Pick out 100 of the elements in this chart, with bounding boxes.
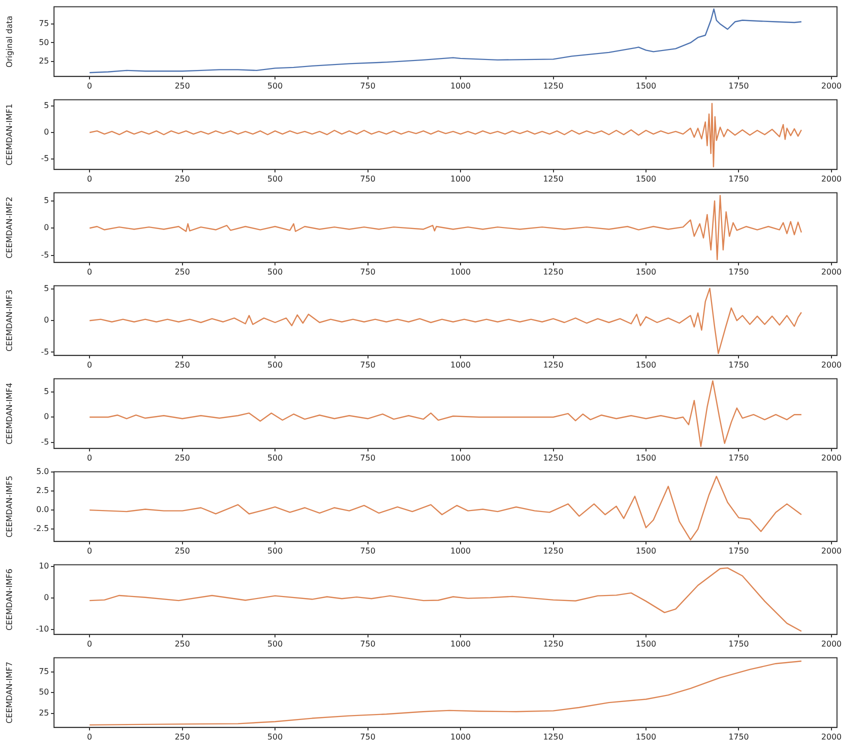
y-tick-label: 0 bbox=[44, 412, 49, 422]
x-tick-label: 1250 bbox=[543, 639, 564, 648]
x-tick-label: 1250 bbox=[543, 453, 564, 462]
x-tick-label: 1500 bbox=[636, 81, 656, 90]
x-tick-label: 1500 bbox=[636, 174, 656, 184]
y-tick-label: 75 bbox=[38, 19, 49, 28]
y-tick-label: -2.5 bbox=[33, 524, 49, 534]
y-tick-label: 5 bbox=[44, 101, 49, 110]
x-tick-label: 1750 bbox=[728, 732, 749, 742]
y-tick-label: 0 bbox=[44, 593, 49, 602]
x-tick-label: 500 bbox=[267, 546, 283, 556]
x-tick-label: 1500 bbox=[636, 639, 656, 648]
x-tick-label: 2000 bbox=[821, 81, 842, 90]
y-axis-title: CEEMDAN-IMF3 bbox=[4, 290, 14, 352]
y-axis-title: CEEMDAN-IMF4 bbox=[4, 382, 14, 445]
x-tick-label: 1500 bbox=[636, 453, 656, 462]
y-tick-label: 75 bbox=[38, 666, 49, 676]
x-tick-label: 1000 bbox=[450, 453, 471, 462]
x-tick-label: 2000 bbox=[821, 267, 842, 276]
x-tick-label: 1500 bbox=[636, 546, 656, 556]
x-tick-label: 750 bbox=[360, 360, 376, 370]
x-tick-label: 2000 bbox=[821, 546, 842, 556]
x-tick-label: 2000 bbox=[821, 174, 842, 184]
x-tick-label: 1000 bbox=[450, 267, 471, 276]
x-tick-label: 1250 bbox=[543, 267, 564, 276]
y-axis-title: Original data bbox=[4, 16, 14, 68]
y-tick-label: 5 bbox=[44, 196, 49, 206]
y-tick-label: -5 bbox=[41, 154, 49, 163]
x-tick-label: 250 bbox=[174, 174, 190, 184]
x-tick-label: 1500 bbox=[636, 267, 656, 276]
x-tick-label: 2000 bbox=[821, 453, 842, 462]
x-tick-label: 1000 bbox=[450, 639, 471, 648]
x-tick-label: 1500 bbox=[636, 732, 656, 742]
x-tick-label: 500 bbox=[267, 81, 283, 90]
y-tick-label: 50 bbox=[38, 688, 49, 697]
x-tick-label: 0 bbox=[87, 174, 92, 184]
x-tick-label: 1000 bbox=[450, 81, 471, 90]
y-tick-label: 5 bbox=[44, 386, 49, 396]
x-tick-label: 0 bbox=[87, 732, 92, 742]
y-tick-label: -5 bbox=[41, 347, 49, 356]
y-tick-label: 5 bbox=[44, 284, 49, 294]
x-tick-label: 1500 bbox=[636, 360, 656, 370]
x-tick-label: 1250 bbox=[543, 546, 564, 556]
y-tick-label: -5 bbox=[41, 437, 49, 446]
x-tick-label: 1000 bbox=[450, 174, 471, 184]
x-tick-label: 2000 bbox=[821, 360, 842, 370]
x-tick-label: 1250 bbox=[543, 360, 564, 370]
x-tick-label: 750 bbox=[360, 546, 376, 556]
x-tick-label: 1000 bbox=[450, 732, 471, 742]
x-tick-label: 2000 bbox=[821, 639, 842, 648]
x-tick-label: 1750 bbox=[728, 546, 749, 556]
x-tick-label: 250 bbox=[174, 360, 190, 370]
x-tick-label: 500 bbox=[267, 360, 283, 370]
x-tick-label: 750 bbox=[360, 732, 376, 742]
x-tick-label: 250 bbox=[174, 546, 190, 556]
x-tick-label: 500 bbox=[267, 732, 283, 742]
x-tick-label: 500 bbox=[267, 267, 283, 276]
x-tick-label: 0 bbox=[87, 81, 92, 90]
y-axis-title: CEEMDAN-IMF2 bbox=[4, 196, 14, 259]
y-axis-title: CEEMDAN-IMF6 bbox=[4, 568, 14, 631]
x-tick-label: 750 bbox=[360, 639, 376, 648]
x-tick-label: 1750 bbox=[728, 360, 749, 370]
y-tick-label: -10 bbox=[36, 624, 49, 634]
x-tick-label: 250 bbox=[174, 639, 190, 648]
y-tick-label: 25 bbox=[38, 56, 49, 66]
x-tick-label: 1250 bbox=[543, 81, 564, 90]
y-tick-label: 10 bbox=[38, 561, 49, 570]
y-tick-label: 2.5 bbox=[36, 486, 49, 495]
x-tick-label: 250 bbox=[174, 267, 190, 276]
x-tick-label: 0 bbox=[87, 639, 92, 648]
x-tick-label: 250 bbox=[174, 81, 190, 90]
y-tick-label: 0 bbox=[44, 316, 49, 325]
y-axis-title: CEEMDAN-IMF5 bbox=[4, 476, 14, 538]
x-tick-label: 250 bbox=[174, 453, 190, 462]
x-tick-label: 500 bbox=[267, 174, 283, 184]
y-tick-label: 25 bbox=[38, 708, 49, 718]
x-tick-label: 750 bbox=[360, 267, 376, 276]
x-tick-label: 1250 bbox=[543, 732, 564, 742]
x-tick-label: 0 bbox=[87, 453, 92, 462]
y-tick-label: -5 bbox=[41, 250, 49, 260]
x-tick-label: 0 bbox=[87, 546, 92, 556]
x-tick-label: 1000 bbox=[450, 360, 471, 370]
x-tick-label: 500 bbox=[267, 453, 283, 462]
x-tick-label: 1750 bbox=[728, 453, 749, 462]
x-tick-label: 0 bbox=[87, 267, 92, 276]
x-tick-label: 1750 bbox=[728, 81, 749, 90]
x-tick-label: 1750 bbox=[728, 174, 749, 184]
x-tick-label: 2000 bbox=[821, 732, 842, 742]
y-tick-label: 0 bbox=[44, 128, 49, 137]
y-tick-label: 50 bbox=[38, 38, 49, 47]
y-tick-label: 5.0 bbox=[36, 466, 49, 476]
y-axis-title: CEEMDAN-IMF1 bbox=[4, 104, 14, 166]
x-tick-label: 250 bbox=[174, 732, 190, 742]
x-tick-label: 750 bbox=[360, 81, 376, 90]
x-tick-label: 0 bbox=[87, 360, 92, 370]
x-tick-label: 500 bbox=[267, 639, 283, 648]
y-tick-label: 0 bbox=[44, 223, 49, 232]
x-tick-label: 1000 bbox=[450, 546, 471, 556]
x-tick-label: 750 bbox=[360, 453, 376, 462]
y-axis-title: CEEMDAN-IMF7 bbox=[4, 662, 14, 724]
